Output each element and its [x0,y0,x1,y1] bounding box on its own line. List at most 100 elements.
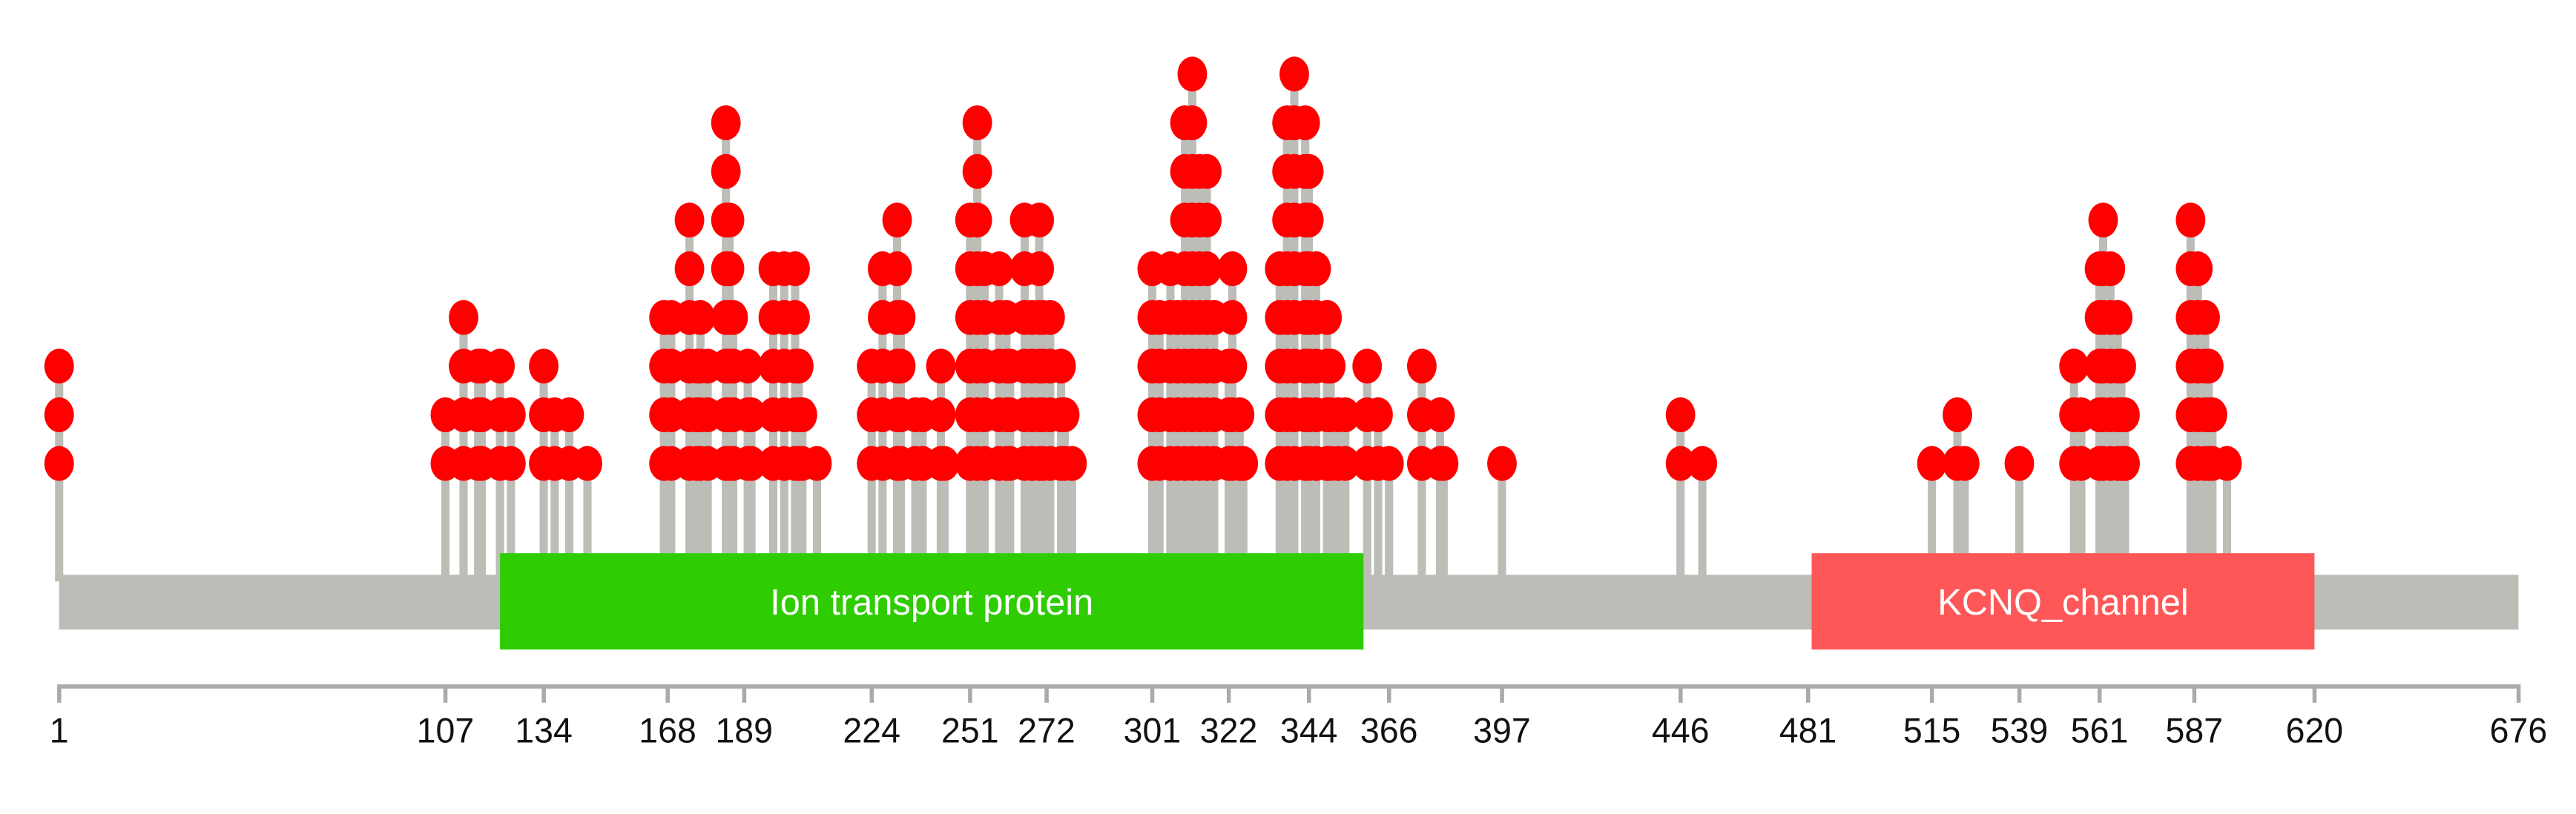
mutation-marker[interactable] [674,251,705,287]
mutation-marker[interactable] [1217,300,1248,335]
mutation-marker[interactable] [802,446,832,481]
mutation-marker[interactable] [1301,251,1331,287]
mutation-marker[interactable] [554,397,584,433]
mutation-stem [441,414,449,582]
mutation-marker[interactable] [2194,348,2224,384]
mutation-marker[interactable] [962,202,992,238]
mutation-marker[interactable] [2183,251,2213,287]
mutation-marker[interactable] [926,348,956,384]
domain-block[interactable] [1811,553,2315,650]
mutation-stem [1953,414,1962,582]
mutation-marker[interactable] [886,300,916,335]
mutation-marker[interactable] [2197,397,2227,433]
mutation-marker[interactable] [714,251,745,287]
mutation-marker[interactable] [1665,446,1696,481]
mutation-marker[interactable] [485,348,515,384]
mutation-marker[interactable] [926,397,956,433]
mutation-marker[interactable] [962,153,992,189]
mutation-marker[interactable] [1665,397,1696,433]
mutation-marker[interactable] [495,397,526,433]
mutation-marker[interactable] [44,446,74,481]
mutation-marker[interactable] [495,446,526,481]
mutation-marker[interactable] [1290,105,1320,141]
mutation-marker[interactable] [44,348,74,384]
mutation-marker[interactable] [1949,446,1980,481]
mutation-marker[interactable] [1228,446,1259,481]
mutation-marker[interactable] [1217,348,1248,384]
mutation-marker[interactable] [1943,397,1972,433]
mutation-marker[interactable] [1294,202,1324,238]
mutation-marker[interactable] [2212,446,2242,481]
mutation-marker[interactable] [1192,153,1222,189]
mutation-marker[interactable] [1687,446,1718,481]
mutation-marker[interactable] [783,348,814,384]
mutation-marker[interactable] [1192,202,1222,238]
mutation-marker[interactable] [1429,446,1459,481]
mutation-marker[interactable] [1294,153,1324,189]
mutation-marker[interactable] [2095,251,2126,287]
mutation-marker[interactable] [1917,446,1947,481]
mutation-marker[interactable] [737,397,766,433]
mutation-marker[interactable] [2106,348,2136,384]
mutation-marker[interactable] [984,251,1015,287]
mutation-marker[interactable] [685,300,716,335]
mutation-marker[interactable] [573,446,602,481]
mutation-marker[interactable] [674,202,705,238]
mutation-marker[interactable] [2190,300,2220,335]
mutation-marker[interactable] [737,446,766,481]
mutation-marker[interactable] [1046,348,1076,384]
mutation-marker[interactable] [1406,348,1437,384]
mutation-marker[interactable] [882,202,912,238]
mutation-marker[interactable] [1225,397,1255,433]
mutation-stem [940,463,949,582]
mutation-marker[interactable] [1057,446,1087,481]
mutation-marker[interactable] [780,300,810,335]
mutation-marker[interactable] [787,397,817,433]
mutation-marker[interactable] [2110,446,2140,481]
mutation-marker[interactable] [1352,348,1383,384]
mutation-marker[interactable] [2004,446,2035,481]
mutation-marker[interactable] [1035,300,1065,335]
mutation-marker[interactable] [929,446,960,481]
mutation-marker[interactable] [1330,397,1360,433]
mutation-marker[interactable] [1312,300,1343,335]
mutation-marker[interactable] [1316,348,1346,384]
mutation-marker[interactable] [886,348,916,384]
mutation-marker[interactable] [962,105,992,141]
mutation-marker[interactable] [1425,397,1455,433]
tick-label: 189 [715,711,773,750]
mutation-stem [1498,463,1506,582]
mutation-marker[interactable] [780,251,810,287]
mutation-marker[interactable] [1330,446,1360,481]
mutation-stem [1960,463,1969,582]
mutation-marker[interactable] [2175,202,2206,238]
mutation-marker[interactable] [1024,251,1055,287]
mutation-marker[interactable] [714,202,745,238]
mutation-marker[interactable] [2059,348,2089,384]
mutation-marker[interactable] [1024,202,1055,238]
mutation-marker[interactable] [2110,397,2140,433]
mutation-marker[interactable] [2103,300,2133,335]
mutation-marker[interactable] [711,105,741,141]
mutation-marker[interactable] [733,348,763,384]
mutation-marker[interactable] [1050,397,1080,433]
mutation-marker[interactable] [44,397,74,433]
mutation-marker[interactable] [711,153,741,189]
mutation-marker[interactable] [718,300,748,335]
mutation-marker[interactable] [882,251,912,287]
tick-label: 539 [1991,711,2049,750]
mutation-marker[interactable] [1177,56,1208,92]
mutation-marker[interactable] [1374,446,1404,481]
mutation-marker[interactable] [1177,105,1208,141]
mutation-marker[interactable] [1363,397,1393,433]
domain-block[interactable] [500,553,1364,650]
axis-tick [869,684,874,703]
mutation-stem [911,414,920,582]
mutation-marker[interactable] [1279,56,1309,92]
mutation-marker[interactable] [449,300,478,335]
mutation-marker[interactable] [2088,202,2118,238]
mutation-marker[interactable] [529,348,559,384]
mutation-marker[interactable] [1487,446,1517,481]
mutation-marker[interactable] [1192,251,1222,287]
mutation-marker[interactable] [1217,251,1248,287]
